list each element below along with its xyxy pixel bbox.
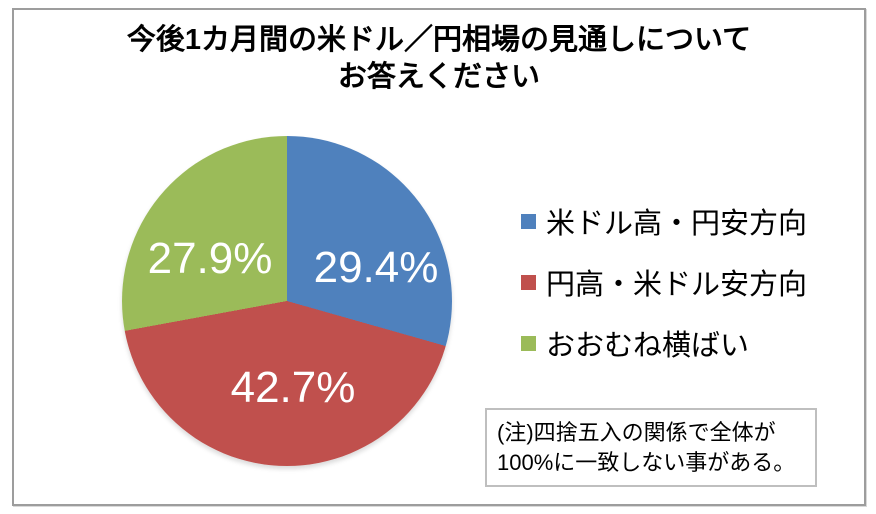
legend-item-label: おおむね横ばい: [546, 330, 750, 362]
legend-item-label: 円高・米ドル安方向: [546, 269, 808, 301]
legend: 米ドル高・円安方向 円高・米ドル安方向 おおむね横ばい: [521, 204, 807, 362]
legend-swatch-icon: [521, 335, 536, 351]
note-box: (注)四捨五入の関係で全体が 100%に一致しない事がある。: [485, 408, 817, 487]
pie-slice-label: 42.7%: [230, 363, 356, 412]
legend-swatch-icon: [521, 213, 536, 229]
legend-item: 円高・米ドル安方向: [521, 265, 807, 301]
pie-slice-label: 29.4%: [313, 243, 439, 292]
chart-title-line-1: 今後1カ月間の米ドル／円相場の見通しについて: [126, 24, 752, 56]
legend-swatch-icon: [521, 274, 536, 290]
legend-item-label: 米ドル高・円安方向: [546, 208, 808, 240]
legend-item: 米ドル高・円安方向: [521, 204, 807, 240]
legend-item: おおむね横ばい: [521, 326, 807, 362]
note-line-2: 100%に一致しない事がある。: [497, 450, 796, 475]
note-line-1: (注)四捨五入の関係で全体が: [497, 420, 776, 445]
pie-slice-label: 27.9%: [147, 234, 273, 283]
chart-title: 今後1カ月間の米ドル／円相場の見通しについて お答えください: [12, 22, 866, 96]
chart-title-line-2: お答えください: [337, 61, 541, 93]
pie-chart: [122, 136, 452, 466]
